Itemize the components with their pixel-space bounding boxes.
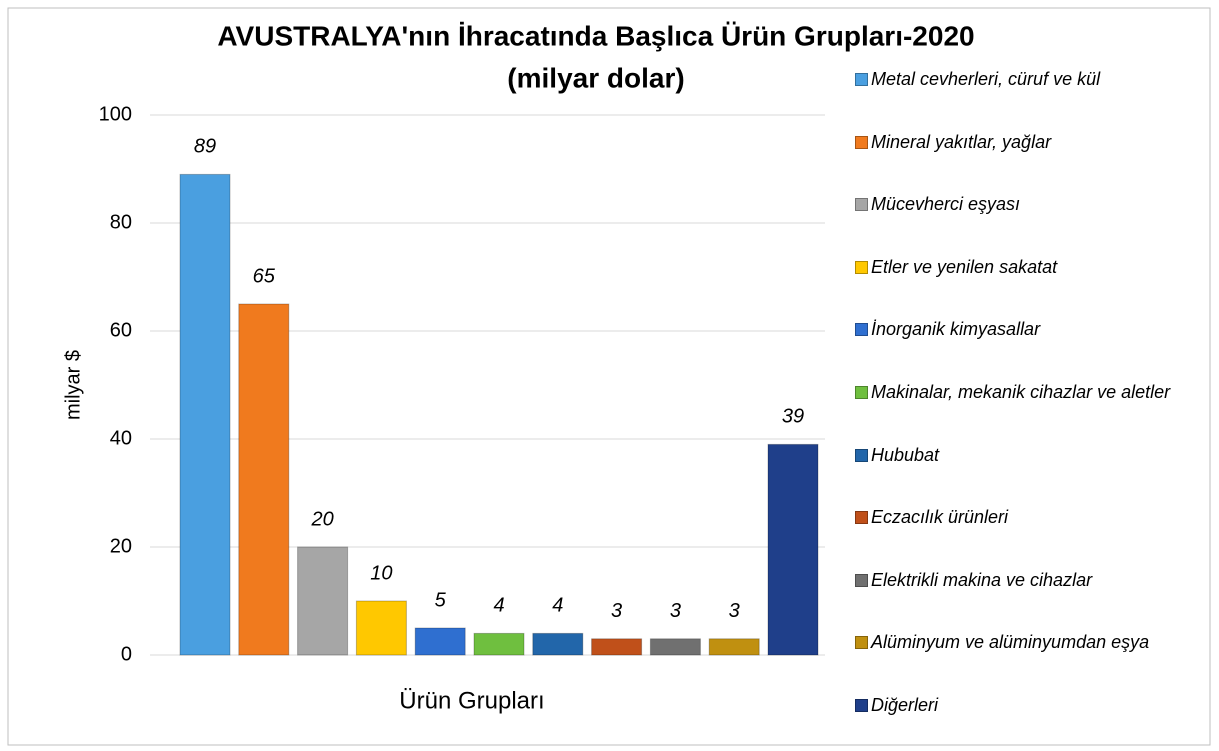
chart-subtitle: (milyar dolar): [507, 62, 684, 93]
bar: [532, 632, 584, 656]
legend-swatch: [855, 573, 868, 587]
data-label: 4: [552, 595, 563, 617]
data-label: 65: [253, 265, 276, 287]
legend-item: Mineral yakıtlar, yağlar: [855, 127, 1205, 157]
bar: [355, 600, 407, 656]
bar: [591, 638, 643, 656]
data-label: 4: [493, 595, 504, 617]
y-tick-label: 40: [110, 427, 132, 449]
chart-title: AVUSTRALYA'nın İhracatında Başlıca Ürün …: [217, 20, 974, 51]
legend-swatch: [855, 386, 868, 399]
legend-item: İnorganik kimyasallar: [855, 314, 1205, 344]
legend-swatch: [855, 73, 868, 86]
x-axis-label: Ürün Grupları: [399, 687, 544, 714]
legend-swatch: [855, 135, 868, 149]
legend-item: Hububat: [855, 440, 1205, 470]
legend-label: Elektrikli makina ve cihazlar: [871, 569, 1093, 590]
data-label: 5: [435, 589, 447, 611]
bar: [179, 173, 231, 656]
legend-item: Alüminyum ve alüminyumdan eşya: [855, 627, 1205, 657]
legend-item: Makinalar, mekanik cihazlar ve aletler: [855, 377, 1205, 407]
legend-swatch: [855, 198, 868, 212]
legend-label: Mücevherci eşyası: [871, 194, 1021, 215]
y-tick-label: 100: [99, 103, 132, 125]
legend-swatch: [855, 699, 868, 712]
legend-item: Diğerleri: [855, 690, 1205, 720]
y-tick-label: 0: [121, 643, 132, 665]
legend-item: Metal cevherleri, cüruf ve kül: [855, 64, 1205, 94]
bar: [649, 638, 701, 656]
legend-swatch: [855, 636, 868, 650]
legend-label: Alüminyum ve alüminyumdan eşya: [871, 632, 1150, 653]
legend-swatch: [855, 260, 868, 274]
bar: [473, 632, 525, 656]
data-label: 3: [670, 600, 681, 622]
data-label: 3: [729, 600, 740, 622]
bar: [238, 303, 290, 656]
legend-swatch: [855, 323, 868, 337]
legend-label: Mineral yakıtlar, yağlar: [871, 131, 1052, 152]
y-tick-label: 20: [110, 535, 132, 557]
legend-swatch: [855, 448, 868, 462]
bar: [708, 638, 760, 656]
legend-item: Eczacılık ürünleri: [855, 502, 1205, 532]
legend-label: Metal cevherleri, cüruf ve kül: [871, 69, 1101, 89]
legend-swatch: [855, 511, 868, 525]
legend-item: Mücevherci eşyası: [855, 189, 1205, 219]
data-label: 3: [611, 600, 622, 622]
bar: [767, 443, 819, 656]
bar: [297, 546, 349, 656]
legend-label: İnorganik kimyasallar: [871, 319, 1041, 340]
y-axis-label: milyar $: [62, 350, 84, 420]
legend-item: Etler ve yenilen sakatat: [855, 252, 1205, 282]
data-label: 20: [310, 508, 333, 530]
data-label: 89: [194, 136, 216, 158]
legend-label: Eczacılık ürünleri: [871, 507, 1009, 528]
legend-label: Etler ve yenilen sakatat: [871, 256, 1058, 277]
data-label: 10: [370, 562, 392, 584]
legend-label: Hububat: [871, 444, 940, 465]
legend-label: Diğerleri: [871, 695, 939, 715]
bar: [414, 627, 466, 656]
data-label: 39: [782, 406, 804, 428]
legend-label: Makinalar, mekanik cihazlar ve aletler: [871, 382, 1171, 402]
y-tick-label: 80: [110, 211, 132, 233]
legend-item: Elektrikli makina ve cihazlar: [855, 565, 1205, 595]
y-tick-label: 60: [110, 319, 132, 341]
